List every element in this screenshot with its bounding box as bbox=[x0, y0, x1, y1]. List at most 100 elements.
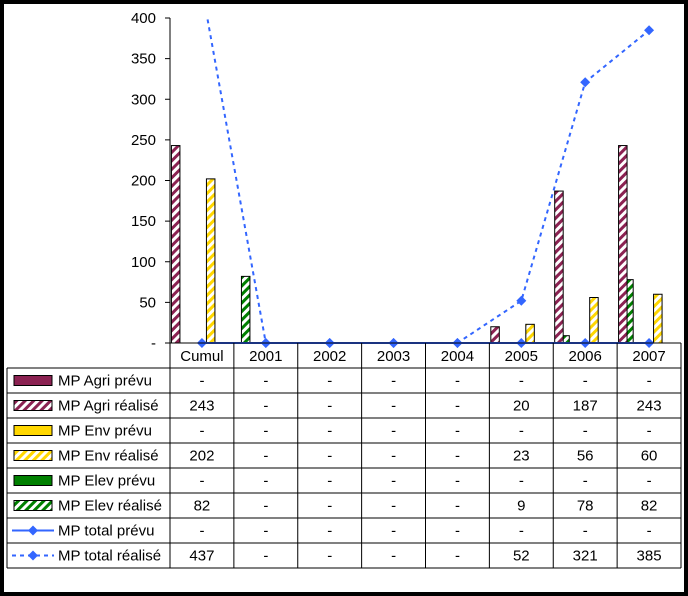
bar-mp-env-réalisé-cumul bbox=[205, 178, 216, 344]
legend-key-mp-elev-prévu bbox=[13, 475, 53, 486]
table-cell: - bbox=[391, 473, 396, 490]
table-cell: - bbox=[327, 498, 332, 515]
series-label: MP Agri réalisé bbox=[58, 398, 159, 415]
table-cell: - bbox=[327, 473, 332, 490]
table-cell: - bbox=[263, 373, 268, 390]
chart-svg: - 50 100 150 200 250 300 350 400 Cumul 2001 2002 200… bbox=[6, 10, 682, 569]
bar-mp-env-réalisé-2007 bbox=[653, 293, 663, 344]
table-cell: - bbox=[327, 423, 332, 440]
table-cell: - bbox=[327, 448, 332, 465]
table-cell: - bbox=[455, 498, 460, 515]
table-cell: - bbox=[519, 473, 524, 490]
table-cell: 60 bbox=[641, 448, 658, 465]
category-label: 2004 bbox=[441, 348, 474, 365]
series-label: MP Elev prévu bbox=[58, 473, 155, 490]
legend-key-mp-env-réalisé bbox=[13, 450, 53, 461]
table-cell: 437 bbox=[189, 548, 214, 565]
legend-key-mp-agri-réalisé bbox=[13, 400, 53, 411]
table-cell: - bbox=[263, 448, 268, 465]
table-cell: - bbox=[583, 373, 588, 390]
table-cell: - bbox=[519, 523, 524, 540]
table-cell: - bbox=[647, 473, 652, 490]
table-cell: 78 bbox=[577, 498, 594, 515]
y-tick-label: 50 bbox=[139, 294, 156, 311]
table-cell: 385 bbox=[637, 548, 662, 565]
series-label: MP Env réalisé bbox=[58, 448, 159, 465]
table-cell: - bbox=[455, 523, 460, 540]
table-cell: - bbox=[263, 423, 268, 440]
table-cell: - bbox=[199, 523, 204, 540]
bar-mp-agri-réalisé-2006 bbox=[554, 190, 564, 344]
table-cell: - bbox=[327, 398, 332, 415]
table-cell: - bbox=[583, 423, 588, 440]
table-cell: 243 bbox=[189, 398, 214, 415]
table-cell: - bbox=[391, 373, 396, 390]
bar-mp-env-réalisé-2006 bbox=[589, 297, 599, 344]
series-label: MP Agri prévu bbox=[58, 373, 152, 390]
y-tick-label: 150 bbox=[131, 213, 156, 230]
y-tick-label: 250 bbox=[131, 132, 156, 149]
category-label: 2002 bbox=[313, 348, 346, 365]
table-cell: - bbox=[199, 423, 204, 440]
table-cell: - bbox=[327, 548, 332, 565]
bar-mp-env-réalisé-2005 bbox=[525, 323, 535, 344]
category-label: 2003 bbox=[377, 348, 410, 365]
table-cell: 20 bbox=[513, 398, 530, 415]
table-cell: - bbox=[391, 423, 396, 440]
bar-mp-agri-réalisé-2007 bbox=[618, 145, 628, 344]
table-cell: - bbox=[519, 373, 524, 390]
table-cell: 321 bbox=[573, 548, 598, 565]
series-label: MP total réalisé bbox=[58, 548, 161, 565]
series-label: MP Env prévu bbox=[58, 423, 152, 440]
table-cell: - bbox=[391, 523, 396, 540]
table-cell: 52 bbox=[513, 548, 530, 565]
category-label: 2006 bbox=[569, 348, 602, 365]
bar-mp-agri-réalisé-cumul bbox=[170, 145, 181, 344]
table-cell: - bbox=[519, 423, 524, 440]
table-cell: 23 bbox=[513, 448, 530, 465]
series-label: MP Elev réalisé bbox=[58, 498, 162, 515]
chart-frame: - 50 100 150 200 250 300 350 400 Cumul 2001 2002 200… bbox=[4, 4, 684, 592]
y-tick-label: - bbox=[151, 335, 156, 352]
table-cell: - bbox=[455, 473, 460, 490]
legend-key-mp-total-réalisé bbox=[28, 550, 38, 561]
table-cell: - bbox=[263, 473, 268, 490]
legend-key-mp-agri-prévu bbox=[13, 375, 53, 386]
table-cell: - bbox=[327, 373, 332, 390]
y-tick-label: 300 bbox=[131, 91, 156, 108]
table-cell: - bbox=[455, 548, 460, 565]
table-cell: 243 bbox=[637, 398, 662, 415]
bar-mp-elev-réalisé-cumul bbox=[240, 275, 251, 344]
y-tick-label: 350 bbox=[131, 51, 156, 68]
series-label: MP total prévu bbox=[58, 523, 154, 540]
table-cell: 9 bbox=[517, 498, 525, 515]
category-label: Cumul bbox=[180, 348, 223, 365]
legend-key-mp-elev-réalisé bbox=[13, 500, 53, 511]
table-cell: - bbox=[391, 398, 396, 415]
table-cell: - bbox=[455, 398, 460, 415]
legend-key-mp-total-prévu bbox=[28, 525, 38, 536]
table-cell: - bbox=[647, 523, 652, 540]
data-table: Cumul 2001 2002 2003 2004 2005 2006 2007 MP Agri… bbox=[6, 342, 682, 569]
bar-mp-agri-réalisé-2005 bbox=[490, 326, 500, 344]
category-label: 2005 bbox=[505, 348, 538, 365]
table-cell: 82 bbox=[194, 498, 211, 515]
category-label: 2001 bbox=[249, 348, 282, 365]
line-series-group bbox=[201, 18, 650, 344]
point-mp-total-réalisé-2007 bbox=[644, 25, 655, 36]
table-cell: - bbox=[583, 473, 588, 490]
table-cell: - bbox=[263, 498, 268, 515]
table-cell: - bbox=[263, 523, 268, 540]
table-cell: - bbox=[391, 448, 396, 465]
y-tick-label: 100 bbox=[131, 254, 156, 271]
table-cell: - bbox=[647, 423, 652, 440]
table-cell: 202 bbox=[189, 448, 214, 465]
table-cell: - bbox=[263, 398, 268, 415]
table-cell: 82 bbox=[641, 498, 658, 515]
point-mp-total-réalisé-2006 bbox=[580, 77, 591, 88]
point-mp-total-réalisé-2005 bbox=[516, 295, 527, 306]
y-tick-label: 400 bbox=[131, 10, 156, 27]
table-cell: - bbox=[455, 448, 460, 465]
table-cell: - bbox=[391, 498, 396, 515]
table-cell: - bbox=[199, 373, 204, 390]
